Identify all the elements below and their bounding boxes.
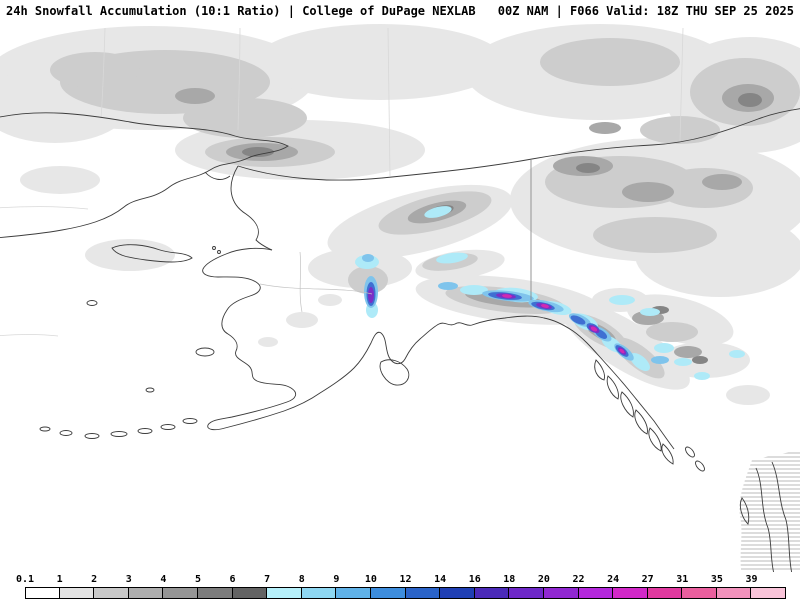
river-lines	[259, 251, 373, 313]
colorbar-swatch	[127, 587, 164, 599]
colorbar-swatch	[196, 587, 233, 599]
colorbar-segment: 7	[264, 574, 302, 599]
colorbar-segment: 5	[194, 574, 233, 599]
colorbar-segment: 1	[56, 574, 95, 599]
colorbar-segment: 24	[607, 575, 648, 599]
colorbar-tick-label: 12	[399, 574, 412, 585]
colorbar-tick-label: 7	[264, 574, 271, 585]
colorbar-swatch	[542, 587, 579, 599]
colorbar-tick-label: 35	[710, 574, 723, 585]
colorbar-swatch	[473, 587, 510, 599]
colorbar-segment: 8	[298, 574, 337, 599]
colorbar-tick-label: 2	[91, 574, 98, 585]
colorbar-tick-label: 14	[434, 574, 447, 585]
colorbar-swatch	[612, 587, 648, 599]
product-title: 24h Snowfall Accumulation (10:1 Ratio) |…	[6, 4, 476, 18]
colorbar-tick-label: 0.1	[15, 574, 35, 585]
colorbar: 0.1 1 2 3 4 5 6 7 8 9 10 12 14 16 18 20 22 24 27 31 35 39	[16, 574, 787, 599]
colorbar-tick-label: 39	[745, 574, 758, 585]
colorbar-swatch	[335, 587, 371, 599]
colorbar-tick-label: 1	[56, 574, 63, 585]
colorbar-tick-label: 5	[194, 574, 201, 585]
colorbar-swatch	[646, 587, 683, 599]
colorbar-tick-label: 4	[160, 574, 167, 585]
colorbar-swatch	[750, 587, 787, 599]
colorbar-tick-label: 27	[641, 574, 654, 585]
colorbar-swatch	[93, 587, 129, 599]
colorbar-swatch	[439, 587, 475, 599]
colorbar-segment: 4	[160, 574, 198, 599]
colorbar-tick-label: 6	[229, 574, 236, 585]
colorbar-tick-label: 3	[125, 574, 132, 585]
title-bar: 24h Snowfall Accumulation (10:1 Ratio) |…	[0, 0, 800, 22]
colorbar-swatch	[404, 587, 441, 599]
colorbar-tick-label: 10	[364, 574, 377, 585]
colorbar-tick-label: 16	[468, 574, 481, 585]
colorbar-swatch	[300, 587, 337, 599]
colorbar-swatch	[162, 587, 198, 599]
model-run-info: 00Z NAM | F066 Valid: 18Z THU SEP 25 202…	[497, 4, 794, 18]
colorbar-swatch	[25, 587, 60, 599]
colorbar-tick-label: 24	[607, 574, 620, 585]
hatched-terrain	[739, 450, 800, 576]
grid-lines	[0, 27, 684, 337]
colorbar-segment: 6	[229, 574, 268, 599]
colorbar-tick-label: 8	[298, 574, 305, 585]
colorbar-tick-label: 31	[676, 574, 689, 585]
colorbar-segment: 14	[434, 575, 475, 599]
colorbar-segment: 39	[745, 575, 787, 599]
colorbar-tick-label: 9	[333, 574, 340, 585]
colorbar-tick-label: 18	[503, 574, 516, 585]
colorbar-tick-label: 22	[572, 574, 585, 585]
colorbar-swatch	[231, 587, 268, 599]
colorbar-segment: 31	[676, 575, 717, 599]
colorbar-swatch	[508, 587, 544, 599]
colorbar-swatch	[681, 587, 717, 599]
colorbar-swatch	[58, 587, 95, 599]
coastlines	[0, 108, 800, 575]
colorbar-swatch	[266, 587, 302, 599]
colorbar-segment: 2	[91, 574, 129, 599]
colorbar-tick-label: 20	[537, 574, 550, 585]
colorbar-swatch	[577, 587, 614, 599]
colorbar-swatch	[369, 587, 406, 599]
colorbar-segment: 3	[125, 574, 164, 599]
snow-band-magenta	[502, 294, 625, 354]
colorbar-segment: 0.1	[16, 575, 60, 599]
colorbar-swatch	[715, 587, 752, 599]
